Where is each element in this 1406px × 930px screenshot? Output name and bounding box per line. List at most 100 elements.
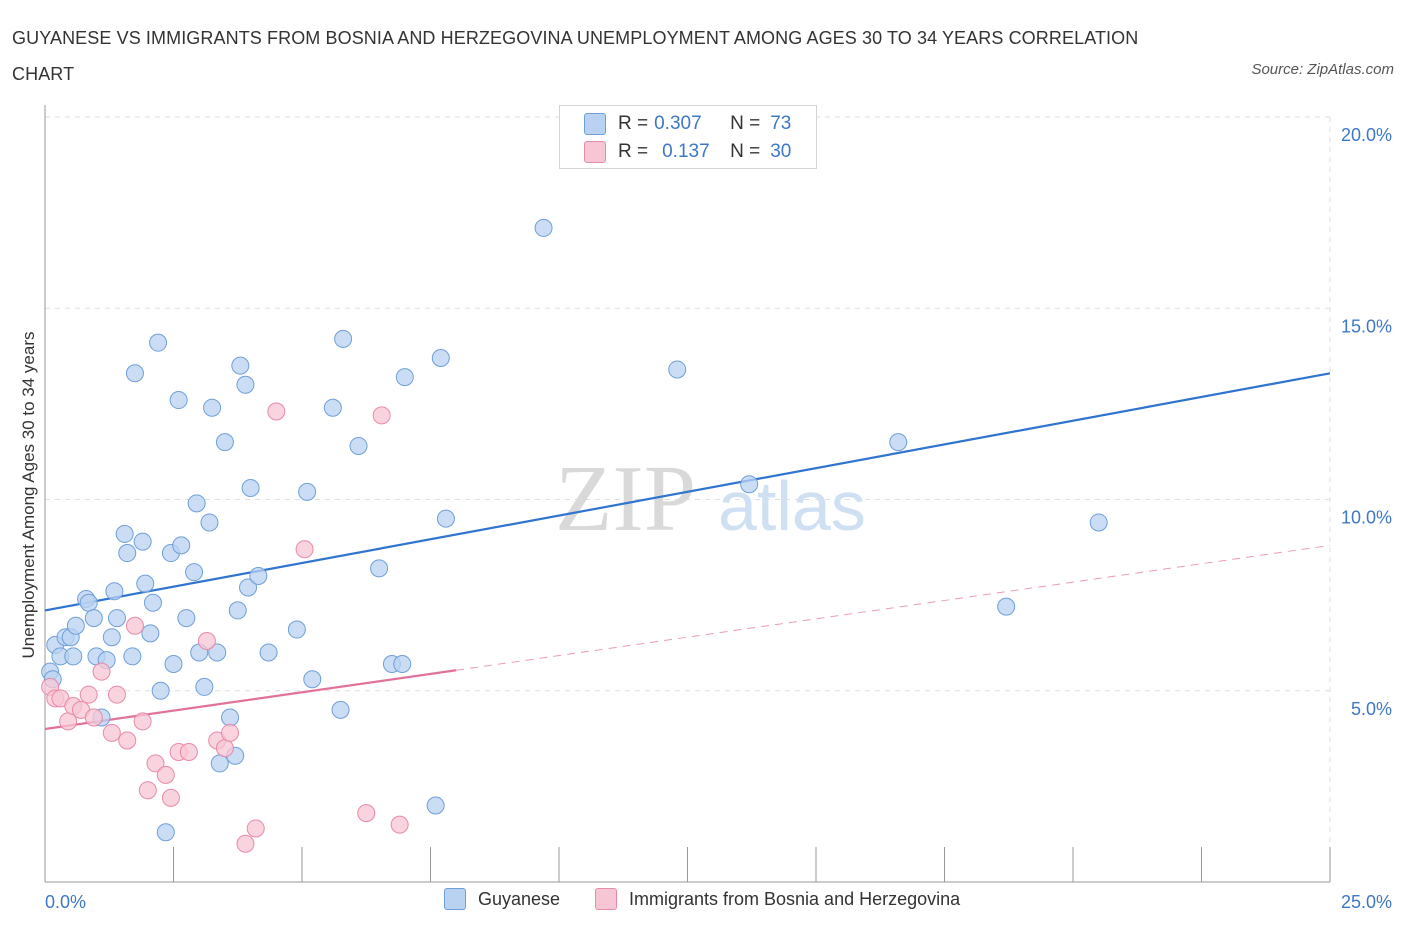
data-points — [41, 218, 1108, 853]
trend-line-blue — [44, 372, 1331, 612]
point-blue — [740, 475, 759, 494]
point-blue — [172, 536, 191, 555]
trend-line-pink — [44, 669, 457, 731]
point-pink — [390, 815, 409, 834]
point-pink — [92, 662, 111, 681]
point-pink — [107, 685, 126, 704]
point-blue — [221, 708, 240, 727]
legend-r-label: R = — [618, 141, 649, 162]
source-credit: Source: ZipAtlas.com — [1251, 61, 1394, 78]
legend-label-guyanese: Guyanese — [478, 888, 561, 909]
point-blue — [169, 391, 188, 410]
legend-n-value: 73 — [770, 113, 792, 134]
y-tick-label: 20.0% — [1341, 125, 1392, 145]
point-blue — [303, 670, 322, 689]
point-blue — [210, 754, 229, 773]
point-blue — [249, 567, 268, 585]
x-tick-label: 0.0% — [45, 892, 86, 912]
point-blue — [136, 574, 155, 593]
point-blue — [118, 544, 137, 563]
point-blue — [231, 356, 250, 375]
point-pink — [236, 834, 255, 853]
point-pink — [197, 632, 216, 651]
point-blue — [287, 620, 306, 639]
trend-lines — [44, 372, 1331, 731]
watermark-atlas: atlas — [718, 467, 866, 545]
point-blue — [436, 509, 455, 528]
point-blue — [426, 796, 445, 815]
point-blue — [107, 609, 126, 628]
point-blue — [125, 364, 144, 383]
legend-n-label: N = — [730, 141, 761, 162]
point-pink — [133, 712, 152, 731]
point-blue — [115, 524, 134, 543]
point-blue — [133, 532, 152, 551]
point-pink — [215, 739, 234, 758]
point-blue — [393, 654, 412, 673]
point-blue — [889, 433, 908, 452]
point-blue — [203, 398, 222, 417]
point-pink — [102, 723, 121, 742]
axes — [44, 105, 1331, 883]
legend-swatch-blue — [584, 113, 606, 135]
point-blue — [84, 609, 103, 628]
point-blue — [215, 433, 234, 452]
point-pink — [84, 708, 103, 727]
point-blue — [195, 677, 214, 696]
y-axis-label: Unemployment Among Ages 30 to 34 years — [19, 332, 38, 659]
point-pink — [221, 723, 240, 742]
point-blue — [149, 333, 168, 352]
point-blue — [64, 647, 83, 666]
point-blue — [370, 559, 389, 578]
trend-line-dashed-pink — [456, 544, 1331, 671]
y-tick-label: 15.0% — [1341, 316, 1392, 336]
point-blue — [228, 601, 247, 620]
legend-r-value: 0.307 — [654, 113, 702, 134]
point-blue — [323, 398, 342, 417]
watermark-zip: ZIP — [555, 447, 696, 551]
x-tick-label: 25.0% — [1341, 892, 1392, 912]
point-blue — [151, 681, 170, 700]
point-blue — [259, 643, 278, 662]
point-blue — [187, 494, 206, 513]
point-blue — [141, 624, 160, 643]
legend-r-label: R = — [618, 113, 649, 134]
point-blue — [236, 375, 255, 394]
y-tick-label: 10.0% — [1341, 508, 1392, 528]
point-pink — [118, 731, 137, 750]
legend-r-value: 0.137 — [662, 141, 710, 162]
tick-labels: 5.0% 10.0% 15.0% 20.0% 0.0% 25.0% — [45, 125, 1392, 912]
point-blue — [208, 643, 227, 662]
point-pink — [146, 754, 165, 773]
point-pink — [161, 788, 180, 807]
point-blue — [334, 329, 353, 348]
point-blue — [1089, 513, 1108, 532]
series-legend: Guyanese Immigrants from Bosnia and Herz… — [0, 888, 1406, 916]
point-blue — [997, 597, 1016, 616]
legend-item-guyanese: Guyanese — [444, 888, 560, 910]
point-pink — [79, 685, 98, 704]
point-pink — [156, 765, 175, 784]
correlation-legend: R = 0.307 N = 73 R = 0.137 N = 30 — [559, 105, 817, 169]
point-blue — [349, 436, 368, 455]
point-blue — [143, 593, 162, 612]
point-blue — [105, 582, 124, 601]
point-blue — [79, 593, 98, 612]
point-blue — [177, 609, 196, 628]
point-blue — [668, 360, 687, 379]
point-pink — [138, 781, 157, 800]
point-blue — [200, 513, 219, 532]
legend-swatch-blue — [444, 888, 466, 910]
legend-n-label: N = — [730, 113, 761, 134]
point-pink — [357, 804, 376, 823]
point-blue — [66, 616, 85, 635]
legend-row-bosnia: R = 0.137 N = 30 — [584, 138, 791, 166]
point-blue — [185, 563, 204, 582]
point-blue — [123, 647, 142, 666]
legend-n-value: 30 — [770, 141, 792, 162]
legend-row-guyanese: R = 0.307 N = 73 — [584, 110, 791, 138]
chart-title: GUYANESE VS IMMIGRANTS FROM BOSNIA AND H… — [12, 28, 1139, 84]
point-pink — [179, 742, 198, 761]
legend-label-bosnia: Immigrants from Bosnia and Herzegovina — [629, 888, 961, 909]
